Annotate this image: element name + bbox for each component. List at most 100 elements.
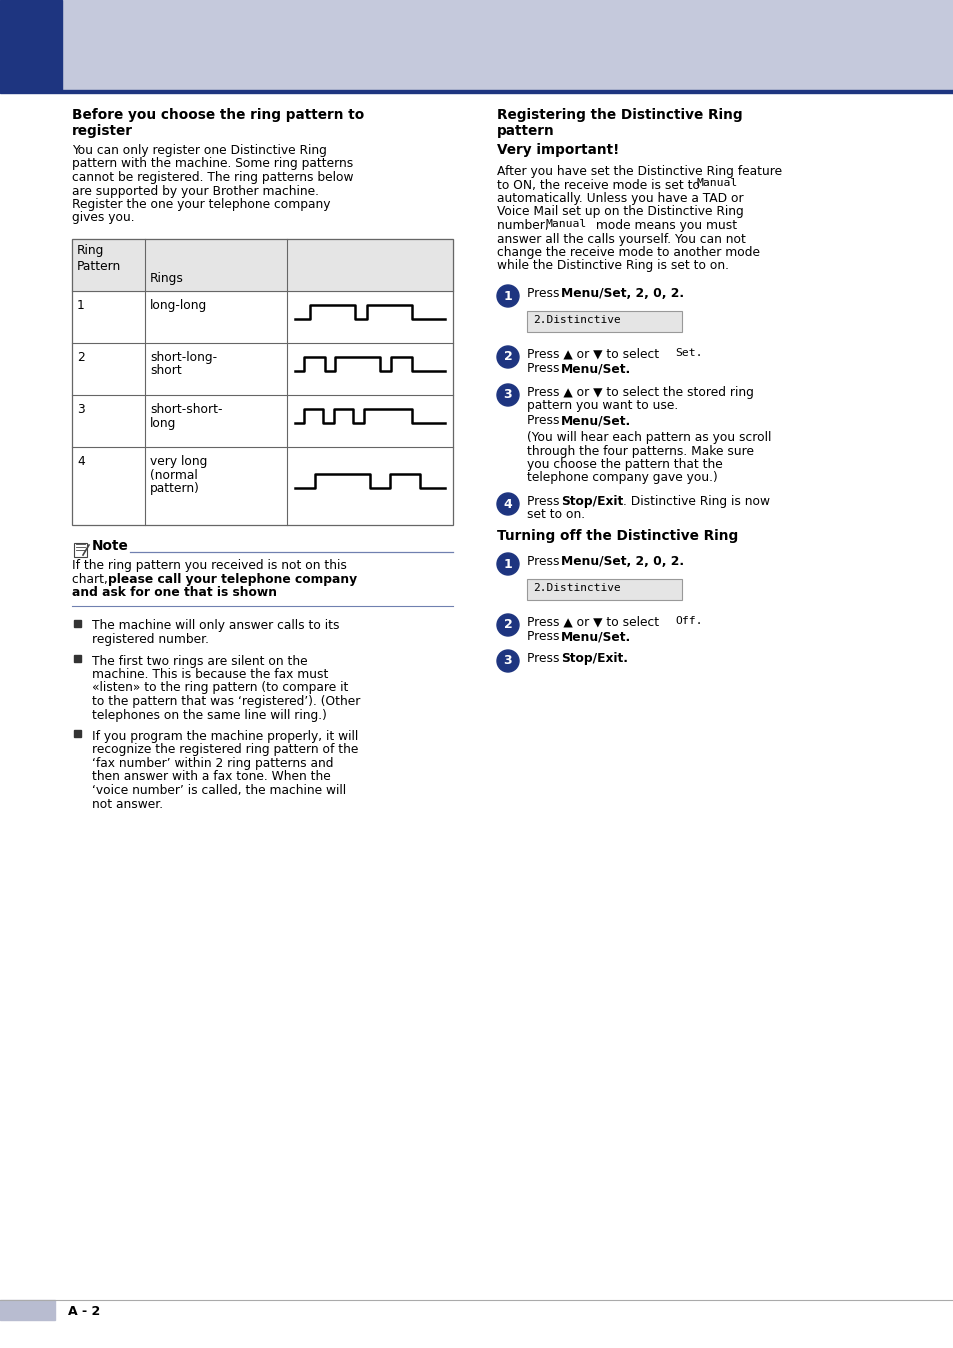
Circle shape (497, 650, 518, 673)
Text: Rings: Rings (150, 272, 184, 284)
Text: Press: Press (526, 287, 563, 301)
Text: pattern you want to use.: pattern you want to use. (526, 399, 678, 412)
Text: cannot be registered. The ring patterns below: cannot be registered. The ring patterns … (71, 171, 354, 183)
Text: Manual: Manual (545, 218, 587, 229)
Text: pattern with the machine. Some ring patterns: pattern with the machine. Some ring patt… (71, 158, 353, 170)
Text: Menu/Set.: Menu/Set. (560, 630, 631, 643)
Circle shape (497, 613, 518, 636)
Text: please call your telephone company: please call your telephone company (108, 573, 356, 585)
Text: long: long (150, 417, 176, 430)
Text: You can only register one Distinctive Ring: You can only register one Distinctive Ri… (71, 144, 327, 156)
Text: Press: Press (526, 414, 563, 427)
Text: Ring
Pattern: Ring Pattern (77, 244, 121, 274)
Text: Off.: Off. (675, 616, 701, 625)
Bar (0, 90, 953, 93)
Text: Press: Press (526, 555, 563, 568)
Text: machine. This is because the fax must: machine. This is because the fax must (91, 669, 328, 681)
Text: Voice Mail set up on the Distinctive Ring: Voice Mail set up on the Distinctive Rin… (497, 205, 743, 218)
Text: to the pattern that was ‘registered’). (Other: to the pattern that was ‘registered’). (… (91, 696, 360, 708)
Bar (74, 655, 81, 662)
Bar (71, 239, 453, 291)
Text: not answer.: not answer. (91, 798, 163, 810)
Text: Before you choose the ring pattern to: Before you choose the ring pattern to (71, 108, 364, 123)
Text: Stop/Exit: Stop/Exit (560, 495, 622, 508)
Text: .: . (264, 586, 268, 599)
Text: (You will hear each pattern as you scroll: (You will hear each pattern as you scrol… (526, 431, 771, 443)
Text: The first two rings are silent on the: The first two rings are silent on the (91, 655, 307, 667)
Text: 1: 1 (503, 558, 512, 570)
Circle shape (497, 284, 518, 307)
Text: A - 2: A - 2 (68, 1305, 100, 1318)
Text: set to on.: set to on. (526, 508, 584, 520)
Text: Very important!: Very important! (497, 143, 618, 156)
Text: 2.Distinctive: 2.Distinctive (533, 315, 620, 325)
Circle shape (497, 384, 518, 406)
Text: 4: 4 (77, 456, 85, 468)
Bar (0, 1299, 55, 1320)
Text: (normal: (normal (150, 469, 197, 481)
Text: very long: very long (150, 456, 207, 468)
Text: Press: Press (526, 495, 563, 508)
Text: and ask for one that is shown: and ask for one that is shown (71, 586, 276, 599)
Text: automatically. Unless you have a TAD or: automatically. Unless you have a TAD or (497, 191, 742, 205)
Text: 2.Distinctive: 2.Distinctive (533, 582, 620, 593)
Text: 2: 2 (503, 350, 512, 364)
Text: long-long: long-long (150, 299, 207, 311)
Text: Menu/Set, 2, 0, 2.: Menu/Set, 2, 0, 2. (560, 555, 683, 568)
Text: then answer with a fax tone. When the: then answer with a fax tone. When the (91, 771, 331, 783)
Text: Set.: Set. (675, 348, 701, 359)
Text: pattern: pattern (497, 124, 554, 137)
Text: Stop/Exit.: Stop/Exit. (560, 652, 627, 665)
Text: Press ▲ or ▼ to select the stored ring: Press ▲ or ▼ to select the stored ring (526, 386, 753, 399)
Text: Press: Press (526, 363, 563, 375)
Text: If the ring pattern you received is not on this: If the ring pattern you received is not … (71, 559, 347, 572)
Text: 2: 2 (77, 350, 85, 364)
Bar (74, 620, 81, 627)
Text: recognize the registered ring pattern of the: recognize the registered ring pattern of… (91, 744, 358, 756)
Text: short: short (150, 364, 182, 377)
Text: you choose the pattern that the: you choose the pattern that the (526, 458, 722, 470)
Text: registered number.: registered number. (91, 634, 209, 646)
Circle shape (497, 493, 518, 515)
Circle shape (497, 346, 518, 368)
Text: through the four patterns. Make sure: through the four patterns. Make sure (526, 445, 753, 457)
Text: while the Distinctive Ring is set to on.: while the Distinctive Ring is set to on. (497, 260, 728, 272)
Text: gives you.: gives you. (71, 212, 134, 225)
Text: pattern): pattern) (150, 483, 200, 495)
Text: Press ▲ or ▼ to select: Press ▲ or ▼ to select (526, 616, 662, 630)
Text: Menu/Set.: Menu/Set. (560, 414, 631, 427)
Bar (74, 731, 81, 737)
Text: 2: 2 (503, 619, 512, 631)
Text: telephone company gave you.): telephone company gave you.) (526, 472, 717, 484)
Text: The machine will only answer calls to its: The machine will only answer calls to it… (91, 620, 339, 632)
Text: change the receive mode to another mode: change the receive mode to another mode (497, 245, 760, 259)
Text: Press: Press (526, 652, 563, 665)
Text: Press: Press (526, 630, 563, 643)
Text: are supported by your Brother machine.: are supported by your Brother machine. (71, 185, 318, 198)
Text: 3: 3 (503, 655, 512, 667)
Circle shape (497, 553, 518, 576)
Text: ‘fax number’ within 2 ring patterns and: ‘fax number’ within 2 ring patterns and (91, 758, 334, 770)
Text: 1: 1 (503, 290, 512, 302)
Text: Menu/Set.: Menu/Set. (560, 363, 631, 375)
Text: After you have set the Distinctive Ring feature: After you have set the Distinctive Ring … (497, 164, 781, 178)
Text: number,: number, (497, 218, 552, 232)
Text: answer all the calls yourself. You can not: answer all the calls yourself. You can n… (497, 232, 745, 245)
Text: Register the one your telephone company: Register the one your telephone company (71, 198, 330, 212)
Bar (0, 0, 953, 90)
Text: 3: 3 (77, 403, 85, 417)
Bar (526, 311, 681, 332)
Text: chart,: chart, (71, 573, 112, 585)
Text: ‘voice number’ is called, the machine will: ‘voice number’ is called, the machine wi… (91, 785, 346, 797)
Bar (0, 0, 62, 90)
Text: . Distinctive Ring is now: . Distinctive Ring is now (622, 495, 769, 508)
Text: If you program the machine properly, it will: If you program the machine properly, it … (91, 731, 358, 743)
Text: Note: Note (91, 539, 129, 553)
Text: telephones on the same line will ring.): telephones on the same line will ring.) (91, 709, 327, 721)
Text: Turning off the Distinctive Ring: Turning off the Distinctive Ring (497, 528, 738, 543)
Text: «listen» to the ring pattern (to compare it: «listen» to the ring pattern (to compare… (91, 682, 348, 694)
Text: short-long-: short-long- (150, 350, 217, 364)
Text: Menu/Set, 2, 0, 2.: Menu/Set, 2, 0, 2. (560, 287, 683, 301)
Text: register: register (71, 124, 132, 137)
Bar (71, 239, 453, 524)
